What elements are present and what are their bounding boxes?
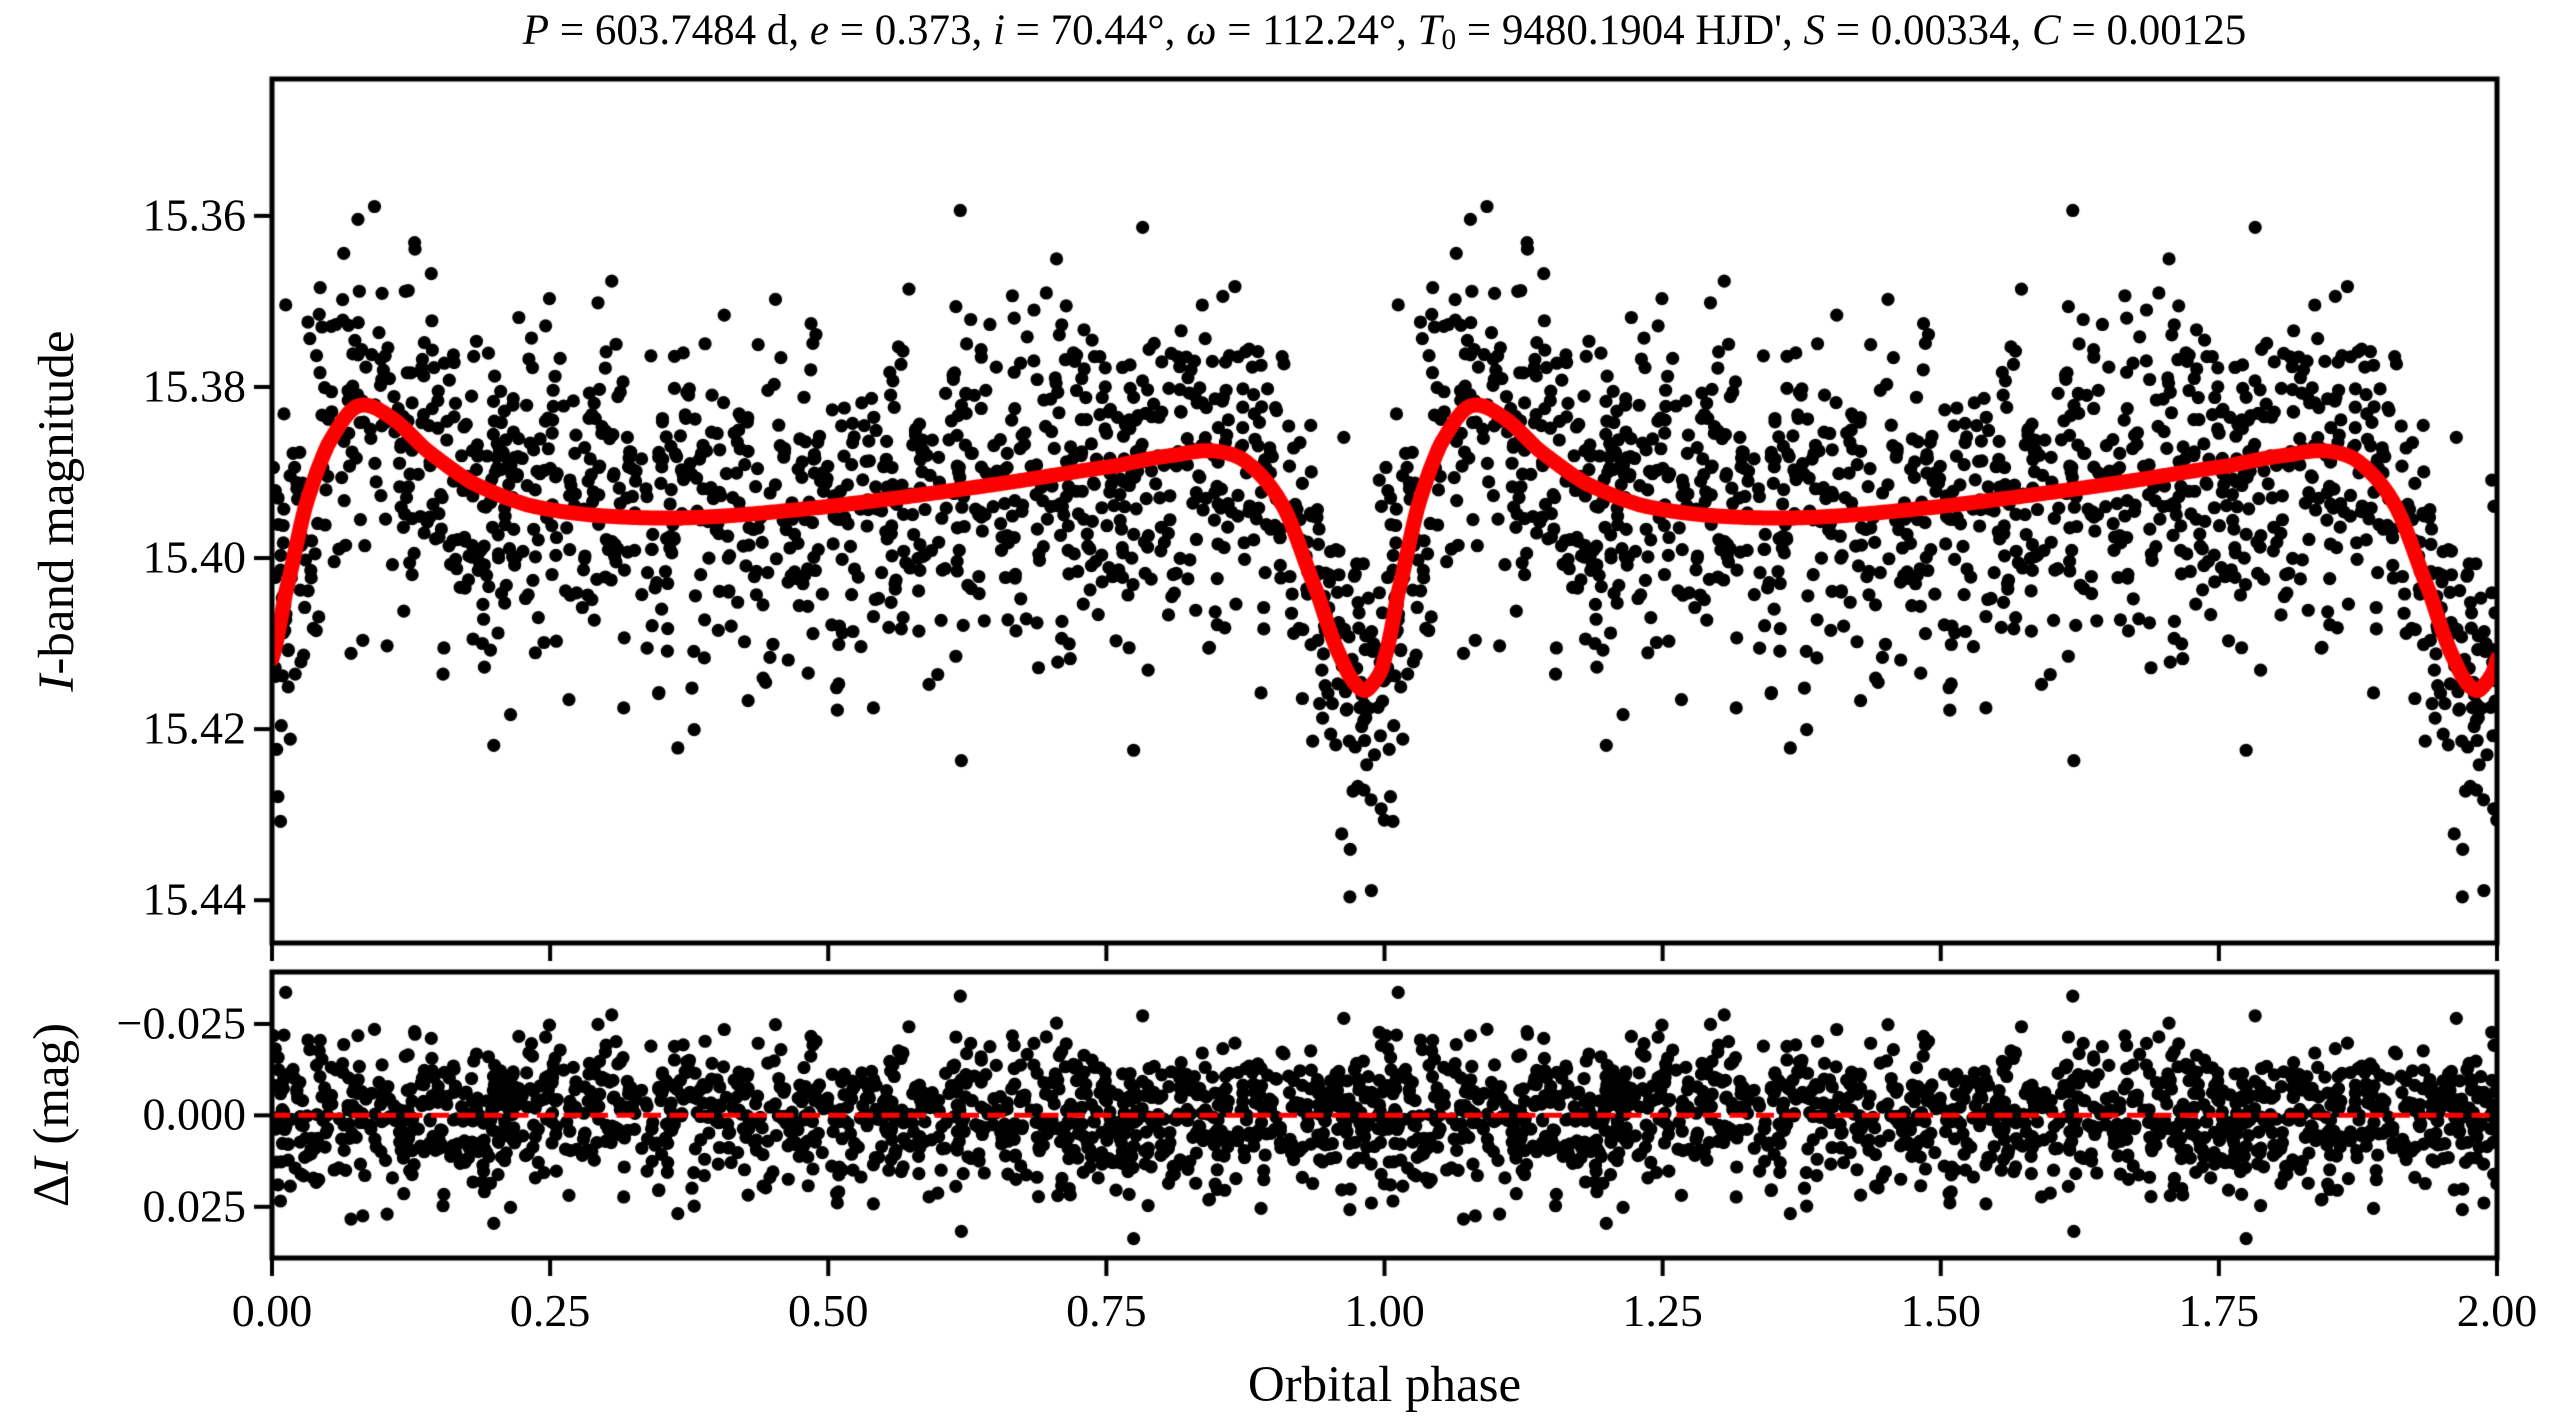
plot-title: P = 603.7484 d, e = 0.373, i = 70.44°, ω… [272, 6, 2497, 57]
y-tick-label-magnitude: 15.36 [142, 189, 247, 241]
text-segment: P [522, 7, 550, 54]
y-tick-label-magnitude: 15.42 [142, 702, 247, 754]
y-tick-label-residual: 0.000 [142, 1088, 247, 1140]
x-axis-label: Orbital phase [1247, 1357, 1522, 1413]
text-segment: = 9480.1904 HJD', [1456, 7, 1804, 54]
text-segment: I [24, 1157, 80, 1175]
text-segment: = 0.373, [828, 7, 993, 54]
text-segment: 0 [1441, 24, 1457, 57]
x-tick-label-phase: 0.00 [231, 1285, 313, 1336]
text-segment: i [992, 7, 1005, 54]
text-segment: = 603.7484 d, [549, 7, 810, 54]
x-tick-label-phase: 0.50 [788, 1285, 869, 1336]
y-tick-label-residual: 0.025 [142, 1180, 247, 1232]
x-tick-label-phase: 1.75 [2178, 1285, 2260, 1336]
text-segment: = 70.44°, [1004, 7, 1187, 54]
x-tick-label-phase: 1.25 [1622, 1285, 1703, 1336]
x-tick-label-phase: 0.75 [1066, 1285, 1147, 1336]
y-tick-label-magnitude: 15.40 [142, 531, 247, 583]
y-tick-label-magnitude: 15.38 [142, 360, 247, 412]
text-segment: C [2032, 7, 2061, 54]
y-tick-label-residual: −0.025 [116, 997, 246, 1049]
x-tick-label-phase: 1.00 [1344, 1285, 1425, 1336]
text-segment: ω [1186, 7, 1217, 54]
x-tick-label-phase: 2.00 [2456, 1285, 2538, 1336]
text-segment: = 0.00125 [2060, 7, 2247, 54]
text-segment: T [1417, 7, 1442, 54]
x-tick-label-phase: 0.25 [509, 1285, 591, 1336]
y-tick-label-magnitude: 15.44 [142, 873, 247, 925]
x-tick-label-phase: 1.50 [1900, 1285, 1982, 1336]
text-segment: = 112.24°, [1216, 7, 1418, 54]
text-segment: S [1803, 7, 1825, 54]
text-segment: = 0.00334, [1824, 7, 2032, 54]
text-segment: e [809, 7, 829, 54]
text-segment: I [29, 674, 85, 692]
